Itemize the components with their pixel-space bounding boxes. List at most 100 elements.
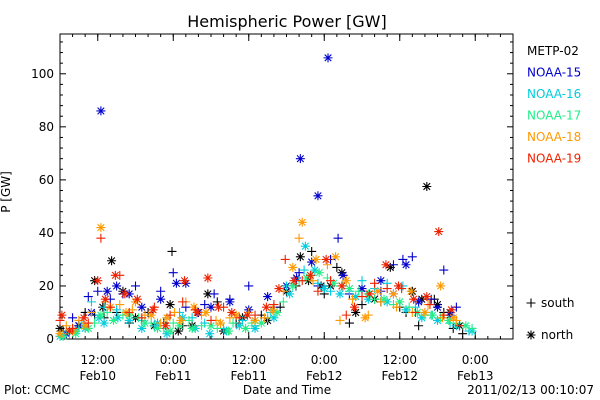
data-point-north <box>337 281 347 291</box>
data-point-north <box>93 276 103 286</box>
data-point-south <box>404 302 414 312</box>
data-point-north <box>203 289 213 299</box>
data-point-north <box>288 281 298 291</box>
data-point-north <box>461 321 471 331</box>
chart-title: Hemispheric Power [GW] <box>187 12 386 31</box>
data-point-north <box>274 284 284 294</box>
y-tick-label: 60 <box>39 173 54 187</box>
marker-key-label: north <box>541 328 573 342</box>
data-point-south <box>388 260 398 270</box>
data-point-north <box>288 262 298 272</box>
data-point-north <box>314 268 324 278</box>
data-point-south <box>344 318 354 328</box>
data-point-north <box>250 323 260 333</box>
data-point-south <box>439 265 449 275</box>
data-point-north <box>289 276 299 286</box>
data-point-south <box>455 321 465 331</box>
y-tick-label: 20 <box>39 279 54 293</box>
data-point-north <box>376 276 386 286</box>
data-point-north <box>434 227 444 237</box>
data-point-south <box>357 276 367 286</box>
data-point-north <box>55 329 65 339</box>
data-point-north <box>379 294 389 304</box>
data-point-north <box>417 313 427 323</box>
data-point-north <box>321 254 331 264</box>
data-point-north <box>206 302 216 312</box>
data-point-north <box>272 307 282 317</box>
data-point-north <box>55 323 65 333</box>
legend-entry: METP-02 <box>527 44 579 58</box>
x-tick-time-label: 0:00 <box>160 353 187 367</box>
x-tick-date-label: Feb12 <box>306 369 343 383</box>
data-point-north <box>171 278 181 288</box>
data-point-north <box>102 286 112 296</box>
data-point-south <box>332 262 342 272</box>
data-point-south <box>197 321 207 331</box>
data-point-south <box>168 268 178 278</box>
data-point-south <box>407 252 417 262</box>
y-tick-label: 40 <box>39 226 54 240</box>
data-point-north <box>305 270 315 280</box>
data-point-north <box>201 307 211 317</box>
data-point-north <box>427 310 437 320</box>
data-point-north <box>337 268 347 278</box>
data-point-north <box>406 286 416 296</box>
data-point-north <box>107 256 117 266</box>
data-point-north <box>187 323 197 333</box>
footer-plot-credit: Plot: CCMC <box>4 383 70 397</box>
data-point-north <box>401 260 411 270</box>
data-point-south <box>414 321 424 331</box>
data-point-south <box>86 297 96 307</box>
data-point-south <box>348 294 358 304</box>
data-point-north <box>263 292 273 302</box>
data-point-south <box>341 310 351 320</box>
data-point-north <box>224 326 234 336</box>
x-tick-date-label: Feb11 <box>155 369 192 383</box>
data-point-south <box>86 307 96 317</box>
data-point-south <box>335 315 345 325</box>
data-point-south <box>206 315 216 325</box>
data-point-north <box>161 321 171 331</box>
data-point-north <box>156 294 166 304</box>
data-point-south <box>115 300 125 310</box>
data-point-south <box>326 276 336 286</box>
data-point-south <box>278 297 288 307</box>
data-point-north <box>234 321 244 331</box>
data-point-north <box>57 310 67 320</box>
data-point-south <box>61 321 71 331</box>
data-point-south <box>357 300 367 310</box>
data-point-north <box>335 289 345 299</box>
data-point-south <box>184 315 194 325</box>
data-point-south <box>167 246 177 256</box>
data-point-south <box>354 286 364 296</box>
data-point-north <box>261 302 271 312</box>
x-tick-time-label: 0:00 <box>311 353 338 367</box>
x-tick-time-label: 12:00 <box>231 353 266 367</box>
data-point-north <box>153 323 163 333</box>
data-point-north <box>360 313 370 323</box>
data-point-north <box>181 278 191 288</box>
data-point-south <box>333 233 343 243</box>
axes: 0 20 40 60 80 100 12:00 Feb10 0:00 Feb11 12:00 Feb1… <box>31 34 514 383</box>
data-point-south <box>178 297 188 307</box>
data-point-north <box>349 302 359 312</box>
data-point-north <box>295 252 305 262</box>
data-point-north <box>146 310 156 320</box>
data-point-north <box>268 305 278 315</box>
data-point-north <box>422 292 432 302</box>
data-point-north <box>173 326 183 336</box>
data-point-north <box>225 297 235 307</box>
data-point-north <box>351 292 361 302</box>
data-point-north <box>422 182 432 191</box>
data-point-north <box>331 252 341 262</box>
data-point-south <box>280 254 290 264</box>
legend-entry: NOAA-16 <box>527 87 581 101</box>
data-point-north <box>64 326 74 336</box>
data-point-north <box>99 318 109 328</box>
data-point-north <box>124 315 134 325</box>
legend-entry: NOAA-18 <box>527 130 581 144</box>
data-point-north <box>344 284 354 294</box>
x-tick-time-label: 0:00 <box>462 353 489 367</box>
data-point-south <box>165 310 175 320</box>
data-point-north <box>100 294 110 304</box>
